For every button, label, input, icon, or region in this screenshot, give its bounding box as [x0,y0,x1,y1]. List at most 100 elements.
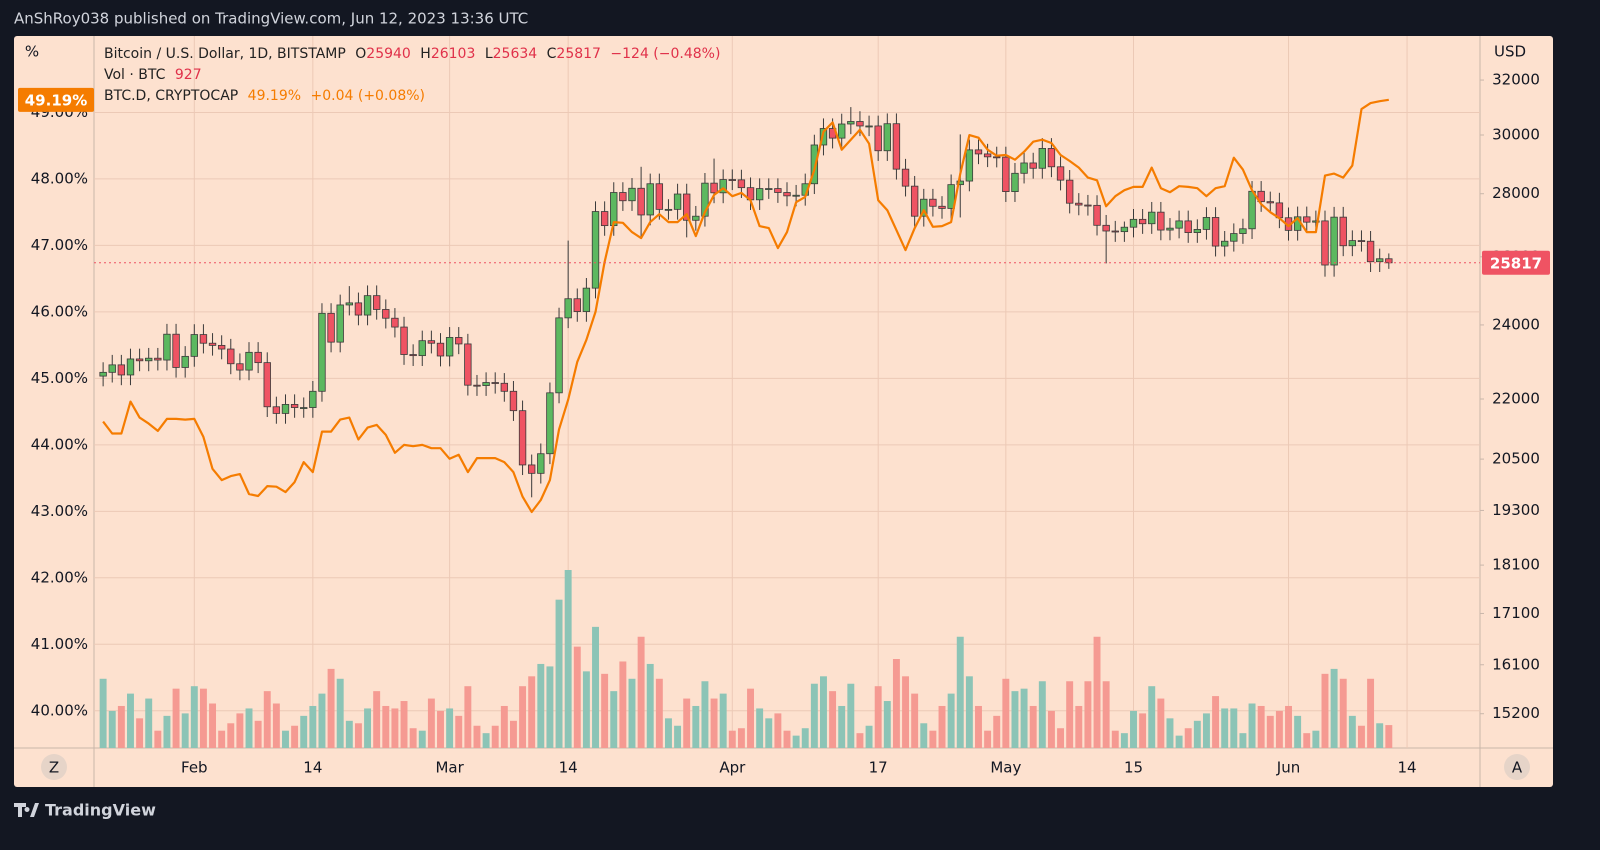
candle-body [993,156,1001,159]
candle-body [701,182,709,217]
volume-bar [1057,728,1065,748]
y-tick-label: 43.00% [31,502,88,520]
volume-bar [1230,708,1238,748]
volume-bar [145,698,153,748]
candle-body [537,453,545,474]
volume-bar [1002,678,1010,748]
candle-body [810,144,819,185]
candle-body [1385,258,1393,264]
legend-row: BTC.D, CRYPTOCAP 49.19% +0.04 (+0.08%) [104,86,725,107]
volume-bar [127,693,134,748]
volume-bar [792,735,800,748]
volume-bar [546,666,554,748]
volume-bar [1184,728,1192,748]
candle-body [1239,228,1247,234]
x-tick-label: 15 [1124,759,1143,777]
y-tick-label: 44.00% [31,435,88,453]
candle-body [281,404,290,414]
volume-bar [181,713,189,748]
ohlc-key: C [546,46,557,62]
candle-body [117,364,126,376]
publisher-line: AnShRoy038 published on TradingView.com,… [14,10,528,28]
volume-layer [99,570,1393,748]
volume-bar [984,730,992,748]
candle-body [190,334,198,357]
candle-body [1175,220,1183,229]
candle-body [1184,220,1192,233]
ohlc-value: 25634 [492,46,538,62]
candle-body [199,334,208,344]
scale-button[interactable] [41,754,67,780]
ohlc-value: 26103 [430,46,476,62]
candle-body [692,215,700,221]
line-layer [102,98,1389,514]
volume-bar [911,693,919,748]
candle-body [400,326,408,355]
volume-bar [528,676,536,748]
volume-bar [1212,696,1220,748]
volume-bar [1102,681,1110,748]
volume-bar [446,708,454,748]
volume-bar [1266,715,1274,748]
volume-bar [1166,718,1174,748]
volume-bar [336,678,344,748]
candle-body [1339,216,1347,247]
change-label: −124 (−0.48%) [610,46,721,62]
candle-body [1248,190,1256,230]
y2-tick-label: 32000 [1492,71,1540,89]
volume-bar [1029,705,1037,748]
volume-bar [1157,698,1165,748]
x-tick-label: 14 [559,759,578,777]
y-tick-label: 40.00% [31,701,88,719]
candle-body [327,312,335,343]
candle-body [263,362,271,408]
legend: Bitcoin / U.S. Dollar, 1D, BITSTAMP O259… [104,44,725,107]
y2-tick-label: 19300 [1492,501,1540,519]
candle-body [774,188,782,193]
volume-bar [856,733,864,748]
volume-bar [1148,686,1156,748]
y-tick-label: 42.00% [31,568,88,586]
volume-bar [902,676,910,748]
candle-body [901,168,910,187]
volume-bar [865,725,873,748]
volume-bar [482,733,490,748]
volume-bar [282,730,289,748]
candle-body [290,404,299,408]
dominance-badge-label: 49.19% [25,91,87,109]
last-price-badge [1482,250,1550,275]
volume-bar [418,730,426,748]
candle-body [856,121,864,127]
volume-bar [1139,713,1147,748]
candle-body [1138,218,1147,225]
candle-body [1211,217,1220,247]
auto-button[interactable] [1504,754,1530,780]
legend-row: Bitcoin / U.S. Dollar, 1D, BITSTAMP O259… [104,44,725,65]
volume-bar [108,710,116,748]
volume-bar [664,718,672,748]
candle-body [573,298,581,312]
volume-bar [874,686,882,748]
candle-body [1084,204,1092,207]
volume-bar [154,730,162,748]
volume-bar [1376,723,1384,748]
left-unit: % [25,43,39,61]
y-tick-label: 41.00% [31,635,88,653]
volume-bar [373,691,381,748]
candle-body [664,208,673,211]
scale-button-label[interactable]: Z [49,759,59,777]
volume-bar [1020,688,1028,748]
candle-body [300,407,308,409]
x-tick-label: Mar [435,759,464,777]
ohlc-value: 25940 [366,46,411,62]
auto-button-label[interactable]: A [1512,759,1523,777]
volume-bar [1239,733,1247,748]
volume-bar [820,676,827,748]
volume-bar [427,698,435,748]
candle-body [929,198,937,207]
volume-bar [263,691,271,748]
candle-body [1303,216,1311,223]
candle-body [217,344,226,350]
candle-body [1202,217,1211,230]
candle-body [947,184,955,209]
